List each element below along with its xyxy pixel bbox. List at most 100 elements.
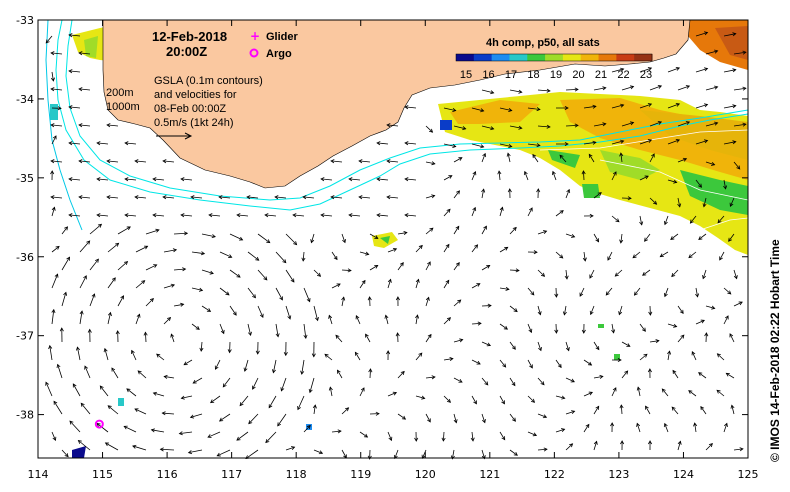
velocity-arrowhead bbox=[68, 69, 73, 74]
velocity-arrowhead bbox=[703, 139, 709, 144]
velocity-arrowhead bbox=[450, 455, 455, 460]
velocity-arrow bbox=[499, 143, 512, 147]
colorbar-outline bbox=[455, 53, 653, 62]
velocity-arrow bbox=[328, 315, 333, 325]
velocity-arrowhead bbox=[48, 344, 53, 350]
velocity-arrow bbox=[173, 232, 188, 235]
velocity-arrow bbox=[335, 335, 343, 343]
velocity-arrowhead bbox=[222, 383, 227, 388]
velocity-arrowhead bbox=[632, 254, 637, 259]
velocity-arrowhead bbox=[716, 389, 721, 394]
velocity-arrow bbox=[247, 323, 252, 336]
velocity-arrow bbox=[89, 224, 102, 235]
velocity-arrowhead bbox=[152, 391, 158, 396]
velocity-arrowhead bbox=[199, 347, 204, 352]
colorbar-tick-label: 23 bbox=[640, 69, 652, 81]
velocity-arrow bbox=[183, 359, 193, 366]
velocity-arrow bbox=[565, 124, 579, 127]
velocity-arrowhead bbox=[626, 343, 631, 347]
velocity-arrowhead bbox=[303, 334, 308, 339]
velocity-arrowhead bbox=[99, 385, 104, 390]
velocity-arrowhead bbox=[308, 388, 313, 394]
velocity-arrow bbox=[730, 197, 735, 207]
colorbar-tick-label: 17 bbox=[505, 69, 517, 81]
velocity-arrowhead bbox=[104, 442, 110, 447]
velocity-arrowhead bbox=[515, 268, 520, 273]
velocity-arrowhead bbox=[462, 126, 467, 131]
velocity-arrow bbox=[219, 413, 231, 422]
velocity-arrow bbox=[272, 359, 277, 373]
velocity-arrow bbox=[252, 377, 259, 390]
velocity-arrowhead bbox=[78, 87, 83, 92]
velocity-arrow bbox=[405, 142, 417, 145]
argo-float-circle[interactable] bbox=[94, 419, 104, 429]
velocity-arrow bbox=[387, 124, 399, 127]
velocity-arrow bbox=[239, 395, 249, 406]
velocity-arrowhead bbox=[536, 143, 541, 148]
velocity-arrowhead bbox=[537, 311, 542, 316]
velocity-arrowhead bbox=[386, 159, 391, 164]
velocity-arrow bbox=[277, 413, 287, 427]
velocity-arrow bbox=[636, 423, 641, 433]
velocity-arrow bbox=[425, 413, 431, 423]
lat-tick-label: -38 bbox=[16, 409, 34, 422]
velocity-arrowhead bbox=[643, 353, 648, 358]
velocity-arrowhead bbox=[546, 88, 551, 93]
velocity-arrowhead bbox=[68, 33, 73, 38]
velocity-arrowhead bbox=[663, 422, 668, 428]
velocity-arrowhead bbox=[124, 141, 129, 146]
velocity-arrowhead bbox=[141, 280, 146, 285]
colorbar-swatch bbox=[509, 54, 528, 61]
velocity-arrow bbox=[394, 449, 399, 459]
velocity-arrowhead bbox=[123, 425, 128, 430]
velocity-arrow bbox=[733, 161, 741, 170]
velocity-arrow bbox=[359, 280, 366, 289]
velocity-arrow bbox=[716, 389, 725, 397]
velocity-arrow bbox=[695, 104, 708, 109]
velocity-arrow bbox=[611, 68, 624, 73]
velocity-arrowhead bbox=[617, 357, 622, 363]
velocity-arrowhead bbox=[685, 85, 691, 89]
velocity-arrowhead bbox=[395, 332, 400, 337]
velocity-arrow bbox=[117, 226, 131, 235]
velocity-arrow bbox=[620, 153, 623, 163]
velocity-arrowhead bbox=[287, 315, 292, 320]
velocity-arrow bbox=[153, 392, 165, 397]
velocity-arrowhead bbox=[472, 206, 477, 212]
lat-tick-label: -37 bbox=[16, 330, 34, 343]
velocity-arrowhead bbox=[210, 399, 215, 404]
velocity-arrow bbox=[499, 395, 505, 405]
velocity-arrowhead bbox=[700, 405, 705, 411]
velocity-arrow bbox=[107, 196, 119, 199]
velocity-arrow bbox=[51, 71, 54, 81]
velocity-arrow bbox=[499, 287, 509, 290]
velocity-arrowhead bbox=[562, 311, 567, 316]
velocity-arrowhead bbox=[672, 369, 677, 375]
velocity-arrowhead bbox=[667, 350, 672, 355]
velocity-arrowhead bbox=[50, 87, 55, 92]
velocity-arrowhead bbox=[206, 308, 212, 312]
velocity-arrow bbox=[179, 431, 193, 435]
velocity-arrowhead bbox=[425, 296, 430, 301]
velocity-arrowhead bbox=[115, 330, 120, 335]
velocity-arrow bbox=[341, 233, 346, 243]
lon-tick-label: 124 bbox=[673, 468, 694, 481]
velocity-arrowhead bbox=[180, 177, 185, 182]
velocity-arrowhead bbox=[386, 123, 391, 128]
velocity-arrowhead bbox=[518, 89, 523, 94]
lon-tick-label: 119 bbox=[350, 468, 371, 481]
velocity-arrow bbox=[677, 305, 684, 314]
velocity-arrow bbox=[555, 251, 564, 259]
velocity-arrowhead bbox=[365, 333, 369, 338]
velocity-arrow bbox=[321, 214, 333, 217]
velocity-arrow bbox=[471, 143, 484, 148]
velocity-arrowhead bbox=[427, 333, 432, 339]
argo-float-marker[interactable] bbox=[94, 419, 104, 429]
velocity-arrow bbox=[191, 287, 203, 291]
velocity-arrow bbox=[135, 160, 147, 163]
colorbar-tick-label: 21 bbox=[595, 69, 607, 81]
velocity-arrow bbox=[527, 323, 532, 333]
velocity-arrowhead bbox=[571, 410, 576, 415]
velocity-arrow bbox=[671, 406, 679, 415]
velocity-arrowhead bbox=[659, 253, 664, 258]
